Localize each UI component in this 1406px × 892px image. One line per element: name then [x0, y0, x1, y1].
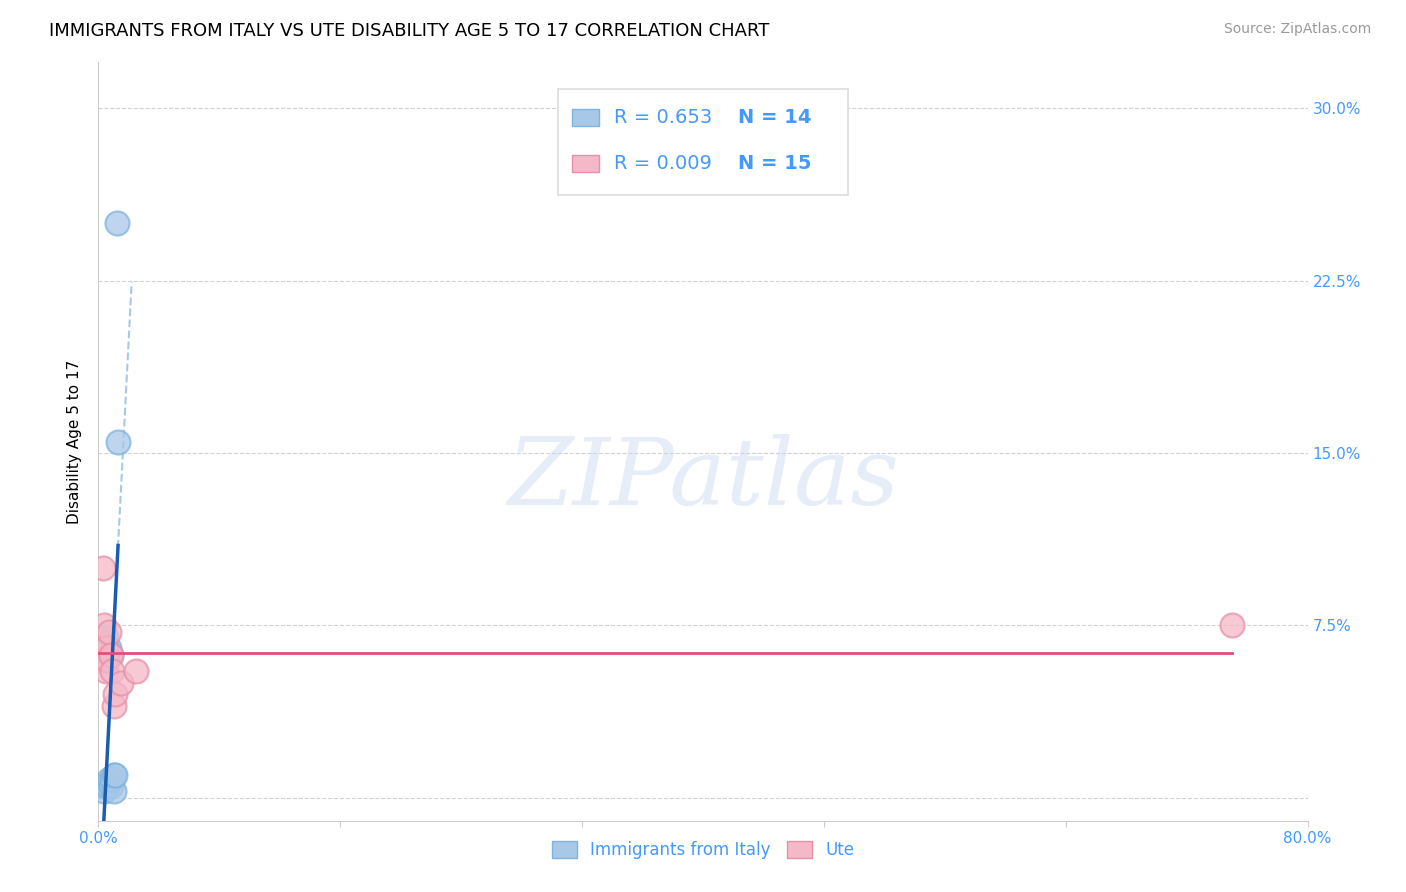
- Point: [94, 630, 117, 644]
- Text: ZIPatlas: ZIPatlas: [508, 434, 898, 524]
- Point: [107, 434, 129, 449]
- Point: [98, 625, 121, 640]
- Point: [91, 561, 114, 575]
- Point: [125, 665, 148, 679]
- Point: [100, 648, 122, 663]
- Text: R = 0.653: R = 0.653: [613, 108, 711, 128]
- Point: [93, 784, 115, 798]
- Point: [96, 779, 118, 793]
- Point: [104, 767, 127, 781]
- Point: [94, 665, 117, 679]
- Text: IMMIGRANTS FROM ITALY VS UTE DISABILITY AGE 5 TO 17 CORRELATION CHART: IMMIGRANTS FROM ITALY VS UTE DISABILITY …: [49, 22, 769, 40]
- Text: R = 0.009: R = 0.009: [613, 153, 711, 173]
- Point: [103, 767, 125, 781]
- FancyBboxPatch shape: [572, 155, 599, 171]
- Point: [1220, 618, 1243, 632]
- Point: [100, 648, 122, 663]
- Point: [110, 675, 132, 690]
- Point: [96, 653, 118, 667]
- Point: [93, 618, 115, 632]
- Point: [100, 779, 122, 793]
- Point: [101, 665, 124, 679]
- Point: [103, 784, 125, 798]
- Point: [98, 641, 121, 656]
- FancyBboxPatch shape: [572, 110, 599, 126]
- Y-axis label: Disability Age 5 to 17: Disability Age 5 to 17: [67, 359, 83, 524]
- Text: N = 15: N = 15: [738, 153, 811, 173]
- Legend: Immigrants from Italy, Ute: Immigrants from Italy, Ute: [546, 834, 860, 865]
- Point: [94, 641, 117, 656]
- Point: [91, 779, 114, 793]
- Point: [90, 653, 112, 667]
- Point: [103, 698, 125, 713]
- Text: Source: ZipAtlas.com: Source: ZipAtlas.com: [1223, 22, 1371, 37]
- Point: [105, 216, 128, 230]
- Text: N = 14: N = 14: [738, 108, 811, 128]
- FancyBboxPatch shape: [558, 89, 848, 195]
- Point: [104, 687, 127, 701]
- Point: [101, 772, 124, 787]
- Point: [89, 641, 111, 656]
- Point: [98, 772, 121, 787]
